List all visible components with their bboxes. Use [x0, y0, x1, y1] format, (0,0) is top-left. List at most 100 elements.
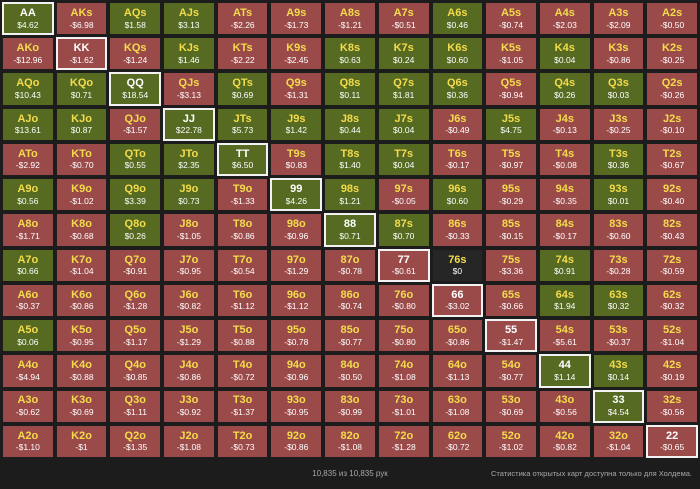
hand-cell-t7o[interactable]: T7o -$0.54: [216, 248, 269, 282]
hand-cell-t9s[interactable]: T9s $0.83: [270, 142, 323, 177]
hand-cell-42o[interactable]: 42o -$0.82: [538, 424, 591, 458]
hand-cell-j4s[interactable]: J4s -$0.13: [538, 107, 591, 141]
hand-cell-a8s[interactable]: A8s -$1.21: [324, 2, 376, 36]
hand-cell-kts[interactable]: KTs -$2.22: [216, 37, 269, 71]
hand-cell-k5s[interactable]: K5s -$1.05: [485, 37, 537, 71]
hand-cell-75s[interactable]: 75s -$3.36: [485, 248, 537, 282]
hand-cell-83o[interactable]: 83o -$0.99: [324, 389, 376, 423]
hand-cell-k7o[interactable]: K7o -$1.04: [55, 248, 108, 282]
hand-cell-j2o[interactable]: J2o -$1.08: [163, 424, 215, 458]
hand-cell-j7o[interactable]: J7o -$0.95: [163, 248, 215, 282]
hand-cell-kqo[interactable]: KQo $0.71: [55, 72, 108, 106]
hand-cell-kqs[interactable]: KQs -$1.24: [109, 37, 162, 71]
hand-cell-a7s[interactable]: A7s -$0.51: [377, 2, 430, 36]
hand-cell-aa[interactable]: AA $4.62: [2, 2, 54, 36]
hand-cell-a5o[interactable]: A5o $0.06: [2, 319, 54, 353]
hand-cell-aqo[interactable]: AQo $10.43: [2, 72, 54, 106]
hand-cell-q2o[interactable]: Q2o -$1.35: [109, 424, 162, 458]
hand-cell-64s[interactable]: 64s $1.94: [538, 283, 591, 318]
hand-cell-73o[interactable]: 73o -$1.01: [377, 389, 430, 423]
hand-cell-44[interactable]: 44 $1.14: [538, 354, 591, 388]
hand-cell-t5o[interactable]: T5o -$0.88: [216, 319, 269, 353]
hand-cell-k6o[interactable]: K6o -$0.86: [55, 283, 108, 318]
hand-cell-k4s[interactable]: K4s $0.04: [538, 37, 591, 71]
hand-cell-43o[interactable]: 43o -$0.56: [538, 389, 591, 423]
hand-cell-86s[interactable]: 86s -$0.33: [431, 213, 484, 247]
hand-cell-kto[interactable]: KTo -$0.70: [55, 142, 108, 177]
hand-cell-q8o[interactable]: Q8o $0.26: [109, 213, 162, 247]
hand-cell-j4o[interactable]: J4o -$0.86: [163, 354, 215, 388]
hand-cell-qjo[interactable]: QJo -$1.57: [109, 107, 162, 141]
hand-cell-j7s[interactable]: J7s $0.04: [377, 107, 430, 141]
hand-cell-jj[interactable]: JJ $22.78: [163, 107, 215, 141]
hand-cell-75o[interactable]: 75o -$0.80: [377, 319, 430, 353]
hand-cell-76o[interactable]: 76o -$0.80: [377, 283, 430, 318]
hand-cell-kjo[interactable]: KJo $0.87: [55, 107, 108, 141]
hand-cell-t4s[interactable]: T4s -$0.08: [538, 142, 591, 177]
hand-cell-95s[interactable]: 95s -$0.29: [485, 178, 537, 212]
hand-cell-qto[interactable]: QTo $0.55: [109, 142, 162, 177]
hand-cell-t3s[interactable]: T3s $0.36: [592, 142, 645, 177]
hand-cell-tt[interactable]: TT $6.50: [216, 142, 269, 177]
hand-cell-ato[interactable]: ATo -$2.92: [2, 142, 54, 177]
hand-cell-88[interactable]: 88 $0.71: [324, 213, 376, 247]
hand-cell-a4o[interactable]: A4o -$4.94: [2, 354, 54, 388]
hand-cell-q9s[interactable]: Q9s -$1.31: [270, 72, 323, 106]
hand-cell-32o[interactable]: 32o -$1.04: [592, 424, 645, 458]
hand-cell-q4o[interactable]: Q4o -$0.85: [109, 354, 162, 388]
hand-cell-87s[interactable]: 87s $0.70: [377, 213, 430, 247]
hand-cell-93o[interactable]: 93o -$0.95: [270, 389, 323, 423]
hand-cell-a4s[interactable]: A4s -$2.03: [538, 2, 591, 36]
hand-cell-q8s[interactable]: Q8s $0.11: [324, 72, 376, 106]
hand-cell-kjs[interactable]: KJs $1.46: [163, 37, 215, 71]
hand-cell-99[interactable]: 99 $4.26: [270, 178, 323, 212]
hand-cell-a6s[interactable]: A6s $0.46: [431, 2, 484, 36]
hand-cell-a6o[interactable]: A6o -$0.37: [2, 283, 54, 318]
hand-cell-a8o[interactable]: A8o -$1.71: [2, 213, 54, 247]
hand-cell-k2o[interactable]: K2o -$1: [55, 424, 108, 458]
hand-cell-k9o[interactable]: K9o -$1.02: [55, 178, 108, 212]
hand-cell-96o[interactable]: 96o -$1.12: [270, 283, 323, 318]
hand-cell-ajo[interactable]: AJo $13.61: [2, 107, 54, 141]
hand-cell-86o[interactable]: 86o -$0.74: [324, 283, 376, 318]
hand-cell-94s[interactable]: 94s -$0.35: [538, 178, 591, 212]
hand-cell-74o[interactable]: 74o -$1.08: [377, 354, 430, 388]
hand-cell-k8o[interactable]: K8o -$0.68: [55, 213, 108, 247]
hand-cell-74s[interactable]: 74s $0.91: [538, 248, 591, 282]
hand-cell-85o[interactable]: 85o -$0.77: [324, 319, 376, 353]
hand-cell-a5s[interactable]: A5s -$0.74: [485, 2, 537, 36]
hand-cell-85s[interactable]: 85s -$0.15: [485, 213, 537, 247]
hand-cell-52o[interactable]: 52o -$1.02: [485, 424, 537, 458]
hand-cell-43s[interactable]: 43s $0.14: [592, 354, 645, 388]
hand-cell-97s[interactable]: 97s -$0.05: [377, 178, 430, 212]
hand-cell-t8o[interactable]: T8o -$0.86: [216, 213, 269, 247]
hand-cell-aks[interactable]: AKs -$6.98: [55, 2, 108, 36]
hand-cell-k3o[interactable]: K3o -$0.69: [55, 389, 108, 423]
hand-cell-t6o[interactable]: T6o -$1.12: [216, 283, 269, 318]
hand-cell-63s[interactable]: 63s $0.32: [592, 283, 645, 318]
hand-cell-kk[interactable]: KK -$1.62: [55, 37, 108, 71]
hand-cell-q4s[interactable]: Q4s $0.26: [538, 72, 591, 106]
hand-cell-j6s[interactable]: J6s -$0.49: [431, 107, 484, 141]
hand-cell-54s[interactable]: 54s -$5.61: [538, 319, 591, 353]
hand-cell-76s[interactable]: 76s $0: [431, 248, 484, 282]
hand-cell-65s[interactable]: 65s -$0.66: [485, 283, 537, 318]
hand-cell-q6s[interactable]: Q6s $0.36: [431, 72, 484, 106]
hand-cell-a9o[interactable]: A9o $0.56: [2, 178, 54, 212]
hand-cell-t8s[interactable]: T8s $1.40: [324, 142, 376, 177]
hand-cell-j9s[interactable]: J9s $1.42: [270, 107, 323, 141]
hand-cell-33[interactable]: 33 $4.54: [592, 389, 645, 423]
hand-cell-t4o[interactable]: T4o -$0.72: [216, 354, 269, 388]
hand-cell-t2s[interactable]: T2s -$0.67: [646, 142, 698, 177]
hand-cell-k2s[interactable]: K2s -$0.25: [646, 37, 698, 71]
hand-cell-k5o[interactable]: K5o -$0.95: [55, 319, 108, 353]
hand-cell-97o[interactable]: 97o -$1.29: [270, 248, 323, 282]
hand-cell-j6o[interactable]: J6o -$0.82: [163, 283, 215, 318]
hand-cell-aqs[interactable]: AQs $1.58: [109, 2, 162, 36]
hand-cell-t7s[interactable]: T7s $0.04: [377, 142, 430, 177]
hand-cell-a3s[interactable]: A3s -$2.09: [592, 2, 645, 36]
hand-cell-t3o[interactable]: T3o -$1.37: [216, 389, 269, 423]
hand-cell-93s[interactable]: 93s $0.01: [592, 178, 645, 212]
hand-cell-k8s[interactable]: K8s $0.63: [324, 37, 376, 71]
hand-cell-87o[interactable]: 87o -$0.78: [324, 248, 376, 282]
